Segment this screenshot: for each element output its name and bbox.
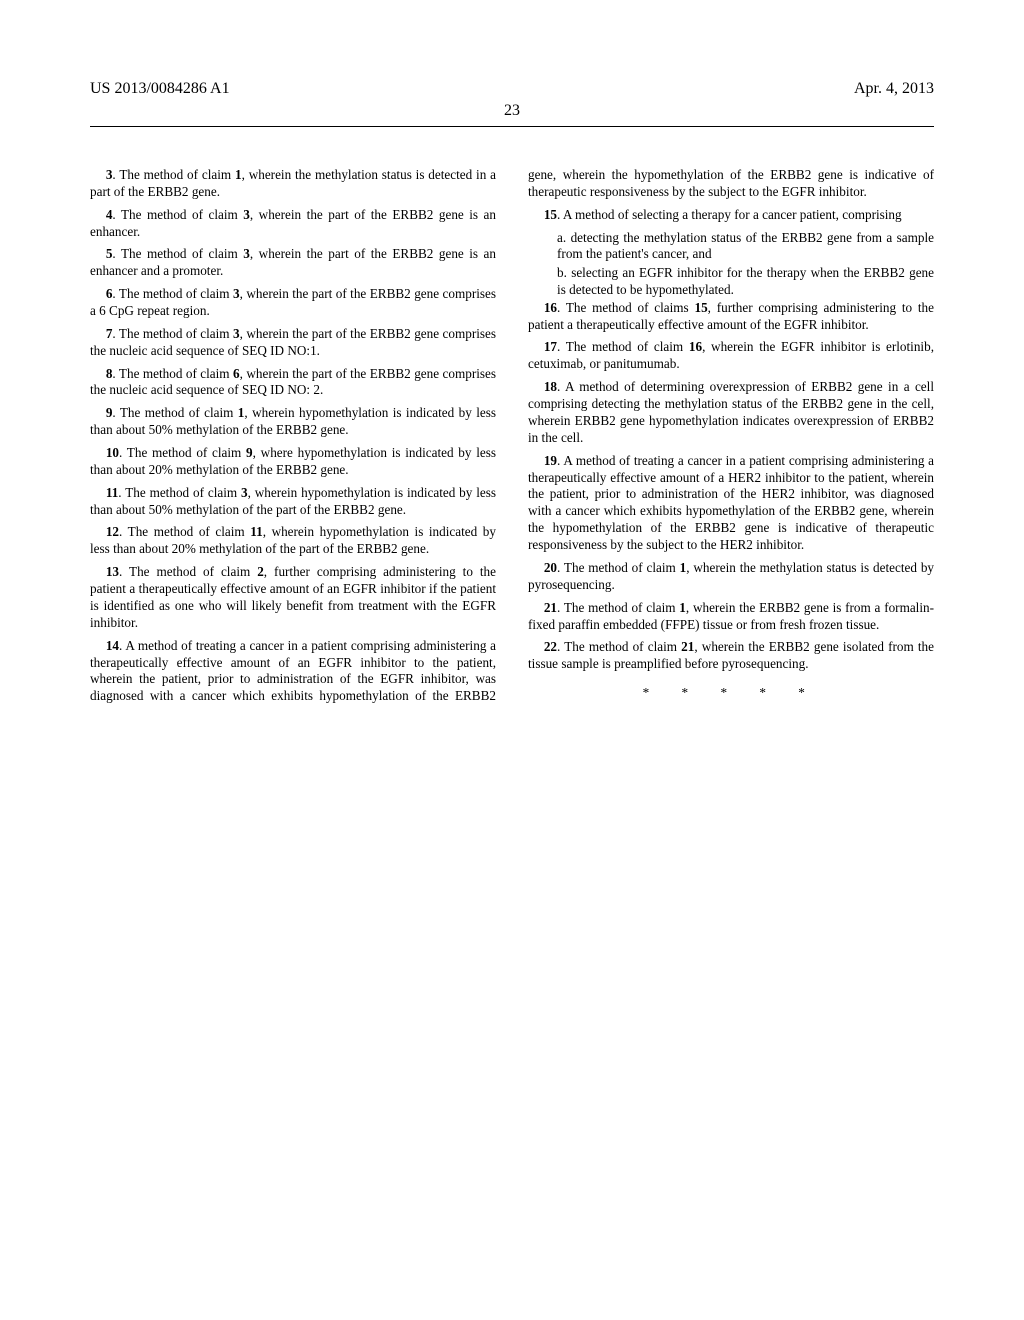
claim-11: 11. The method of claim 3, wherein hypom… xyxy=(90,485,496,519)
claim-15-b: b. selecting an EGFR inhibitor for the t… xyxy=(528,265,934,299)
patent-page: US 2013/0084286 A1 Apr. 4, 2013 23 3. Th… xyxy=(0,0,1024,770)
claims-body: 3. The method of claim 1, wherein the me… xyxy=(90,167,934,710)
claim-text: . The method of claim xyxy=(119,524,250,539)
claim-text: . The method of claim xyxy=(112,246,243,261)
claim-text: . The method of claim xyxy=(557,560,680,575)
claim-5: 5. The method of claim 3, wherein the pa… xyxy=(90,246,496,280)
claim-ref: 3 xyxy=(243,207,250,222)
patent-number: US 2013/0084286 A1 xyxy=(90,80,230,98)
claim-num: 22 xyxy=(544,639,557,654)
claim-8: 8. The method of claim 6, wherein the pa… xyxy=(90,366,496,400)
claim-ref: 3 xyxy=(233,326,240,341)
claim-text: . The method of claim xyxy=(557,639,681,654)
claim-text: . The method of claim xyxy=(112,405,237,420)
claim-num: 10 xyxy=(106,445,119,460)
claim-text: . The method of claims xyxy=(557,300,694,315)
claim-num: 19 xyxy=(544,453,557,468)
claim-num: 21 xyxy=(544,600,557,615)
claim-num: 20 xyxy=(544,560,557,575)
claim-ref: 2 xyxy=(257,564,264,579)
claim-17: 17. The method of claim 16, wherein the … xyxy=(528,339,934,373)
claim-num: 11 xyxy=(106,485,118,500)
claim-ref: 16 xyxy=(689,339,702,354)
claim-text: . The method of claim xyxy=(557,339,689,354)
claim-13: 13. The method of claim 2, further compr… xyxy=(90,564,496,632)
claim-10: 10. The method of claim 9, where hypomet… xyxy=(90,445,496,479)
claim-ref: 6 xyxy=(233,366,240,381)
claim-ref: 3 xyxy=(243,246,250,261)
claim-text: . The method of claim xyxy=(112,366,233,381)
claim-text: . A method of treating a cancer in a pat… xyxy=(528,453,934,552)
claim-ref: 21 xyxy=(681,639,694,654)
claim-text: . The method of claim xyxy=(112,207,243,222)
claim-16: 16. The method of claims 15, further com… xyxy=(528,300,934,334)
claim-ref: 1 xyxy=(679,600,686,615)
claim-num: 15 xyxy=(544,207,557,222)
claim-num: 17 xyxy=(544,339,557,354)
claim-7: 7. The method of claim 3, wherein the pa… xyxy=(90,326,496,360)
claim-ref: 3 xyxy=(241,485,248,500)
patent-date: Apr. 4, 2013 xyxy=(854,80,934,98)
claim-ref: 9 xyxy=(246,445,253,460)
claim-text: . The method of claim xyxy=(557,600,679,615)
claim-text: . The method of claim xyxy=(119,564,257,579)
claim-ref: 11 xyxy=(250,524,262,539)
claim-num: 14 xyxy=(106,638,119,653)
claim-num: 12 xyxy=(106,524,119,539)
claim-3: 3. The method of claim 1, wherein the me… xyxy=(90,167,496,201)
claim-ref: 15 xyxy=(694,300,707,315)
claim-text: . The method of claim xyxy=(112,167,235,182)
claim-9: 9. The method of claim 1, wherein hypome… xyxy=(90,405,496,439)
claim-21: 21. The method of claim 1, wherein the E… xyxy=(528,600,934,634)
header-divider xyxy=(90,126,934,127)
claim-15-a: a. detecting the methylation status of t… xyxy=(528,230,934,264)
end-stars: * * * * * xyxy=(528,685,934,702)
claim-22: 22. The method of claim 21, wherein the … xyxy=(528,639,934,673)
claim-19: 19. A method of treating a cancer in a p… xyxy=(528,453,934,554)
claim-4: 4. The method of claim 3, wherein the pa… xyxy=(90,207,496,241)
claim-text: . A method of selecting a therapy for a … xyxy=(557,207,902,222)
claim-text: . The method of claim xyxy=(112,286,233,301)
claim-text: . A method of determining overexpression… xyxy=(528,379,934,445)
claim-18: 18. A method of determining overexpressi… xyxy=(528,379,934,447)
claim-20: 20. The method of claim 1, wherein the m… xyxy=(528,560,934,594)
claim-text: . The method of claim xyxy=(112,326,233,341)
page-number: 23 xyxy=(90,102,934,120)
claim-num: 16 xyxy=(544,300,557,315)
claim-15: 15. A method of selecting a therapy for … xyxy=(528,207,934,224)
page-header: US 2013/0084286 A1 Apr. 4, 2013 xyxy=(90,80,934,98)
claim-text: . The method of claim xyxy=(118,485,241,500)
claim-text: . The method of claim xyxy=(119,445,246,460)
claim-num: 18 xyxy=(544,379,557,394)
claim-6: 6. The method of claim 3, wherein the pa… xyxy=(90,286,496,320)
claim-num: 13 xyxy=(106,564,119,579)
claim-ref: 3 xyxy=(233,286,240,301)
claim-ref: 1 xyxy=(235,167,242,182)
claim-12: 12. The method of claim 11, wherein hypo… xyxy=(90,524,496,558)
